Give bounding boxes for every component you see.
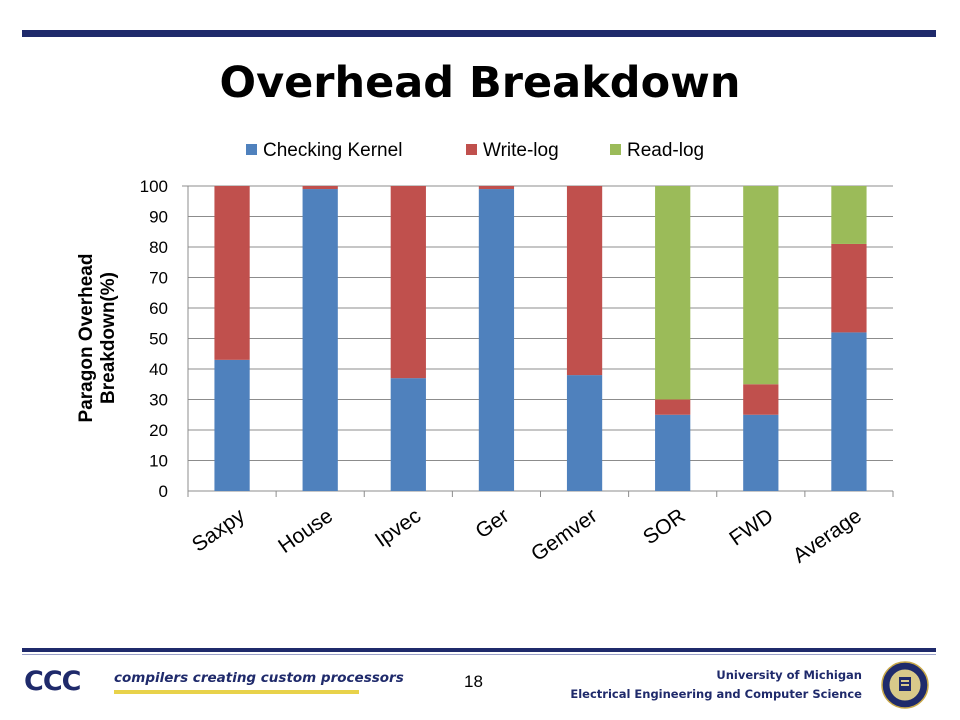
footer-university: University of Michigan: [716, 668, 862, 682]
bar-segment: [390, 186, 426, 379]
top-rule: [22, 30, 936, 37]
y-tick-label: 40: [149, 360, 168, 379]
bar-segment: [302, 189, 338, 492]
stacked-bar-chart: 0 10 20 30 40 50 60 70 80 90 100 Saxpy House Ipvec Ger…: [76, 140, 894, 568]
y-tick-label: 100: [140, 177, 168, 196]
bar-segment: [655, 186, 691, 400]
bar-segment: [831, 186, 867, 244]
university-seal-icon: [880, 660, 930, 710]
bottom-rule: [22, 648, 936, 652]
ccc-logo: CCC compilers creating custom processors: [24, 664, 404, 704]
bar-segment: [302, 186, 338, 190]
x-category-label: Gemver: [527, 504, 601, 566]
y-tick-label: 70: [149, 269, 168, 288]
x-category-label: Ipvec: [371, 504, 425, 552]
y-axis-title: Paragon OverheadBreakdown(%): [76, 254, 119, 423]
bar-segment: [831, 332, 867, 491]
bar-segment: [390, 378, 426, 491]
y-axis-title-line: Paragon Overhead: [76, 254, 97, 423]
y-tick-label: 0: [159, 482, 168, 501]
y-tick-label: 50: [149, 330, 168, 349]
bar-segment: [566, 186, 603, 376]
bar-segment: [831, 243, 867, 333]
footer-department: Electrical Engineering and Computer Scie…: [570, 687, 862, 701]
y-tick-label: 90: [149, 208, 168, 227]
legend-label: Checking Kernel: [263, 140, 402, 161]
legend-label: Read-log: [627, 140, 704, 161]
y-tick-label: 60: [149, 299, 168, 318]
bar-segment: [743, 414, 779, 491]
y-tick-label: 80: [149, 238, 168, 257]
y-tick-label: 20: [149, 421, 168, 440]
bar-segment: [743, 384, 779, 415]
legend-swatch: [246, 144, 257, 155]
bar-segment: [655, 414, 691, 491]
x-category-label: Average: [789, 504, 866, 567]
x-category-label: Ger: [471, 504, 513, 543]
y-axis-title-line: Breakdown(%): [98, 272, 119, 404]
ccc-tagline: compilers creating custom processors: [114, 670, 404, 686]
bar-segment: [214, 359, 250, 491]
bar-segment: [214, 186, 250, 360]
footer-affiliation: University of Michigan Electrical Engine…: [570, 666, 862, 704]
x-category-label: Saxpy: [188, 504, 249, 557]
x-category-label: FWD: [725, 504, 777, 550]
ccc-logo-text: CCC: [24, 666, 81, 697]
bar-segment: [743, 186, 779, 385]
legend-swatch: [466, 144, 477, 155]
slide-title: Overhead Breakdown: [219, 58, 741, 108]
bar-segment: [655, 399, 691, 415]
y-tick-label: 30: [149, 391, 168, 410]
legend-label: Write-log: [483, 140, 559, 161]
bottom-rule-thin: [22, 654, 936, 655]
bar-segment: [478, 189, 515, 492]
bar-segment: [478, 186, 515, 190]
page-number: 18: [464, 672, 483, 691]
ccc-underline: [114, 690, 359, 694]
legend-swatch: [610, 144, 621, 155]
x-category-label: SOR: [639, 504, 689, 549]
bar-segment: [566, 375, 603, 491]
y-tick-label: 10: [149, 452, 168, 471]
x-category-label: House: [274, 504, 337, 558]
